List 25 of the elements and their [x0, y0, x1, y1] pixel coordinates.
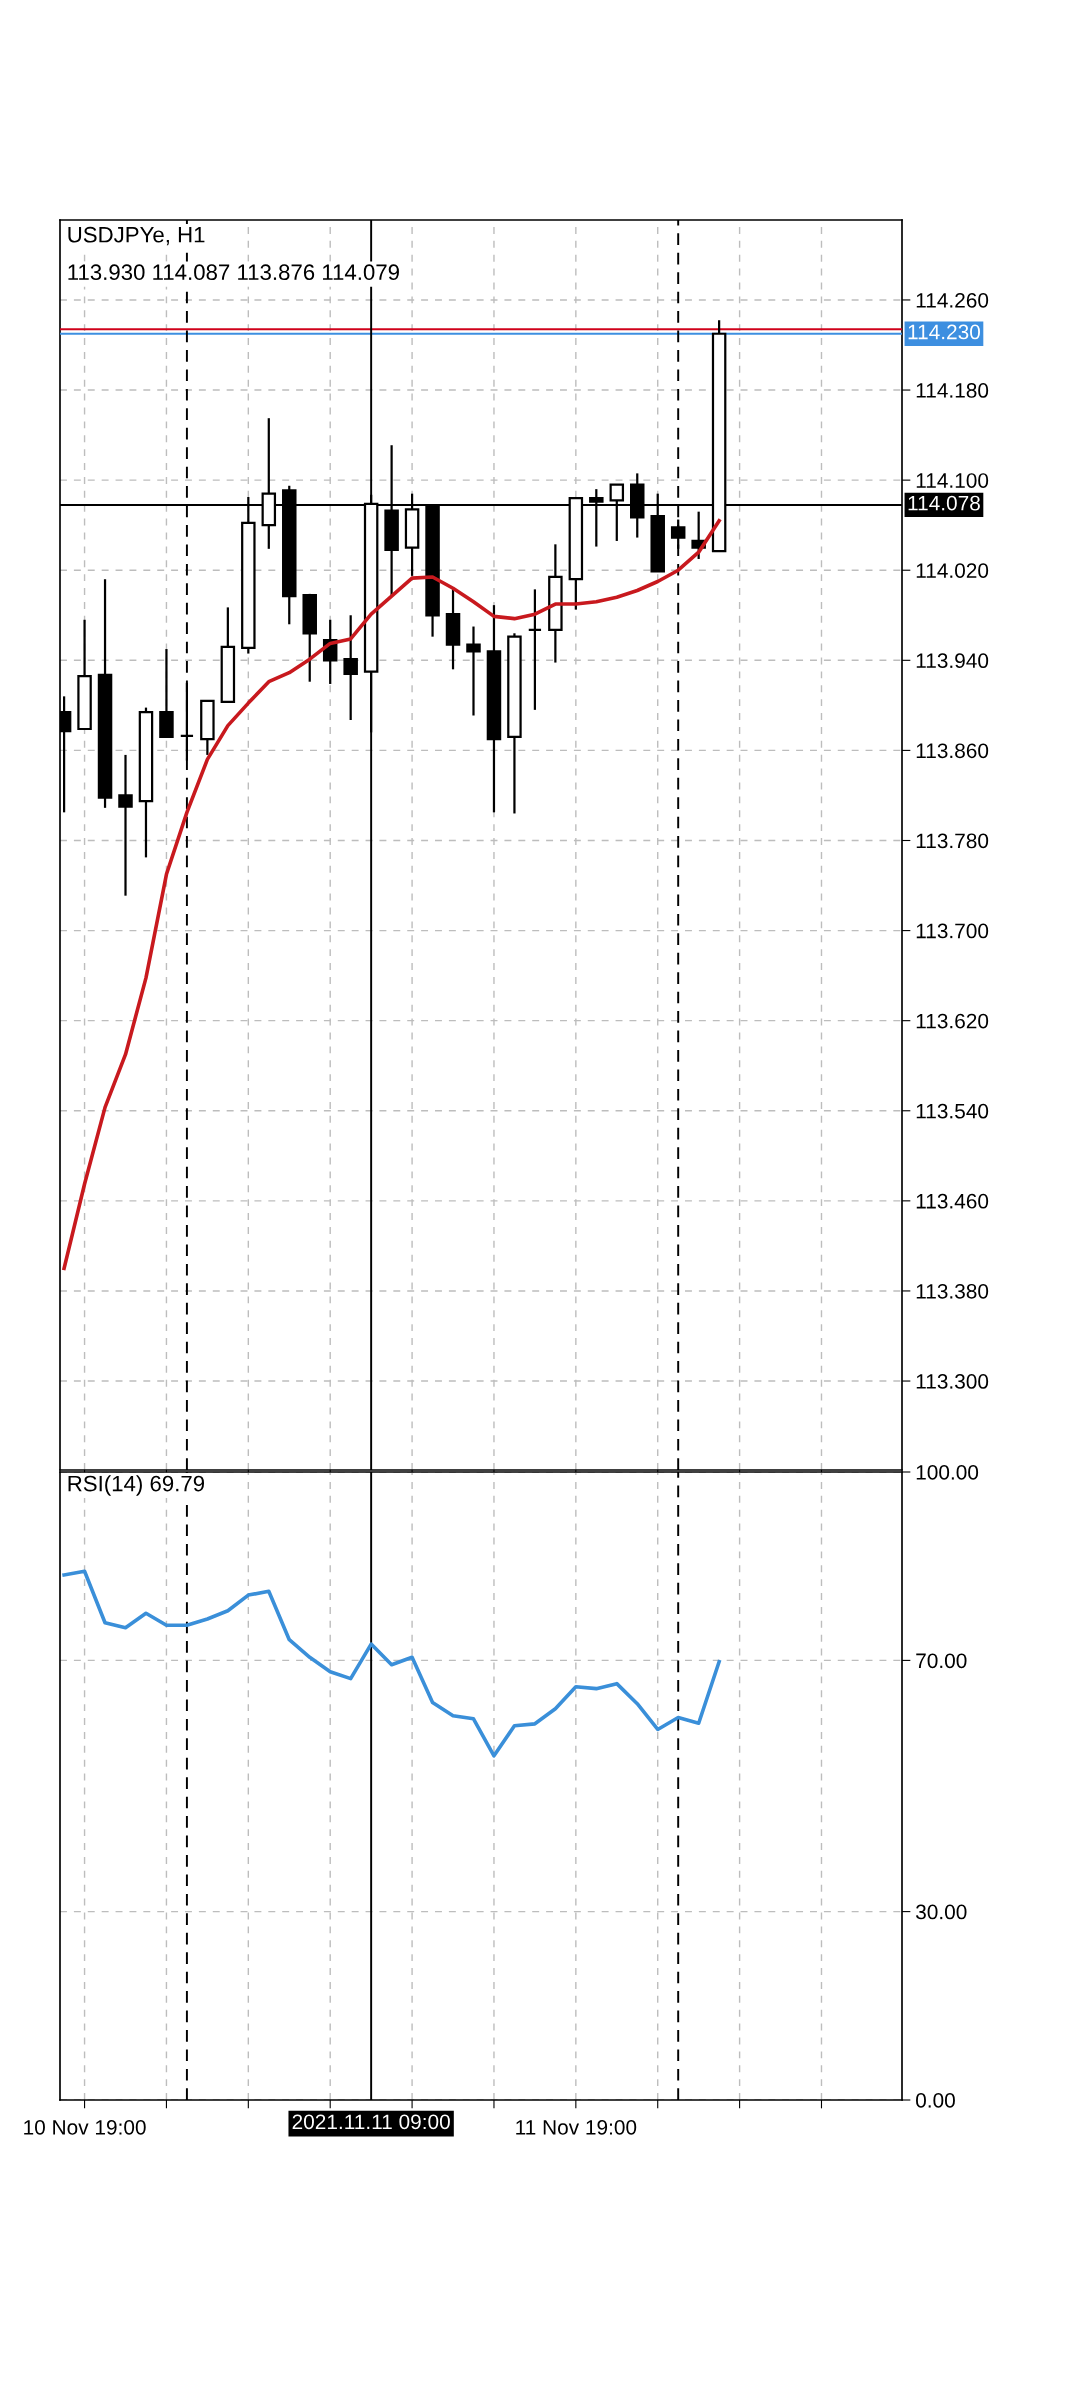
y-tick-label: 114.260 [916, 292, 989, 308]
y-tick-label: 114.020 [916, 563, 989, 578]
ref-line-label: 114.230 [908, 324, 981, 340]
y-tick-label: 70.00 [916, 1653, 967, 1669]
y-tick-label: 0.00 [916, 2093, 955, 2108]
y-tick-label: 113.940 [916, 653, 989, 669]
y-tick-label: 100.00 [916, 1465, 979, 1480]
ref-line-label: 2021.11.11 09:00 [292, 2114, 450, 2130]
y-tick-label: 113.540 [916, 1103, 989, 1119]
x-tick-label: 10 Nov 19:00 [24, 2119, 146, 2135]
y-tick-label: 30.00 [915, 1904, 967, 1920]
y-tick-label: 113.460 [916, 1193, 989, 1209]
y-tick-label: 113.860 [916, 743, 989, 759]
y-tick-label: 114.100 [916, 473, 989, 488]
text: 113.930 114.087 113.876 114.079 [68, 264, 399, 281]
y-tick-label: 113.700 [916, 923, 989, 939]
chart-title: USDJPYe, H1 [68, 226, 205, 246]
y-tick-label: 113.300 [916, 1374, 989, 1389]
y-tick-label: 113.780 [916, 833, 989, 849]
y-tick-label: 114.180 [916, 383, 989, 398]
y-tick-label: 113.380 [916, 1283, 989, 1299]
x-tick-label: 11 Nov 19:00 [516, 2119, 637, 2135]
chart-title: RSI(14) 69.79 [68, 1475, 205, 1496]
ref-line-label: 114.078 [908, 495, 980, 511]
y-tick-label: 113.620 [916, 1013, 989, 1029]
